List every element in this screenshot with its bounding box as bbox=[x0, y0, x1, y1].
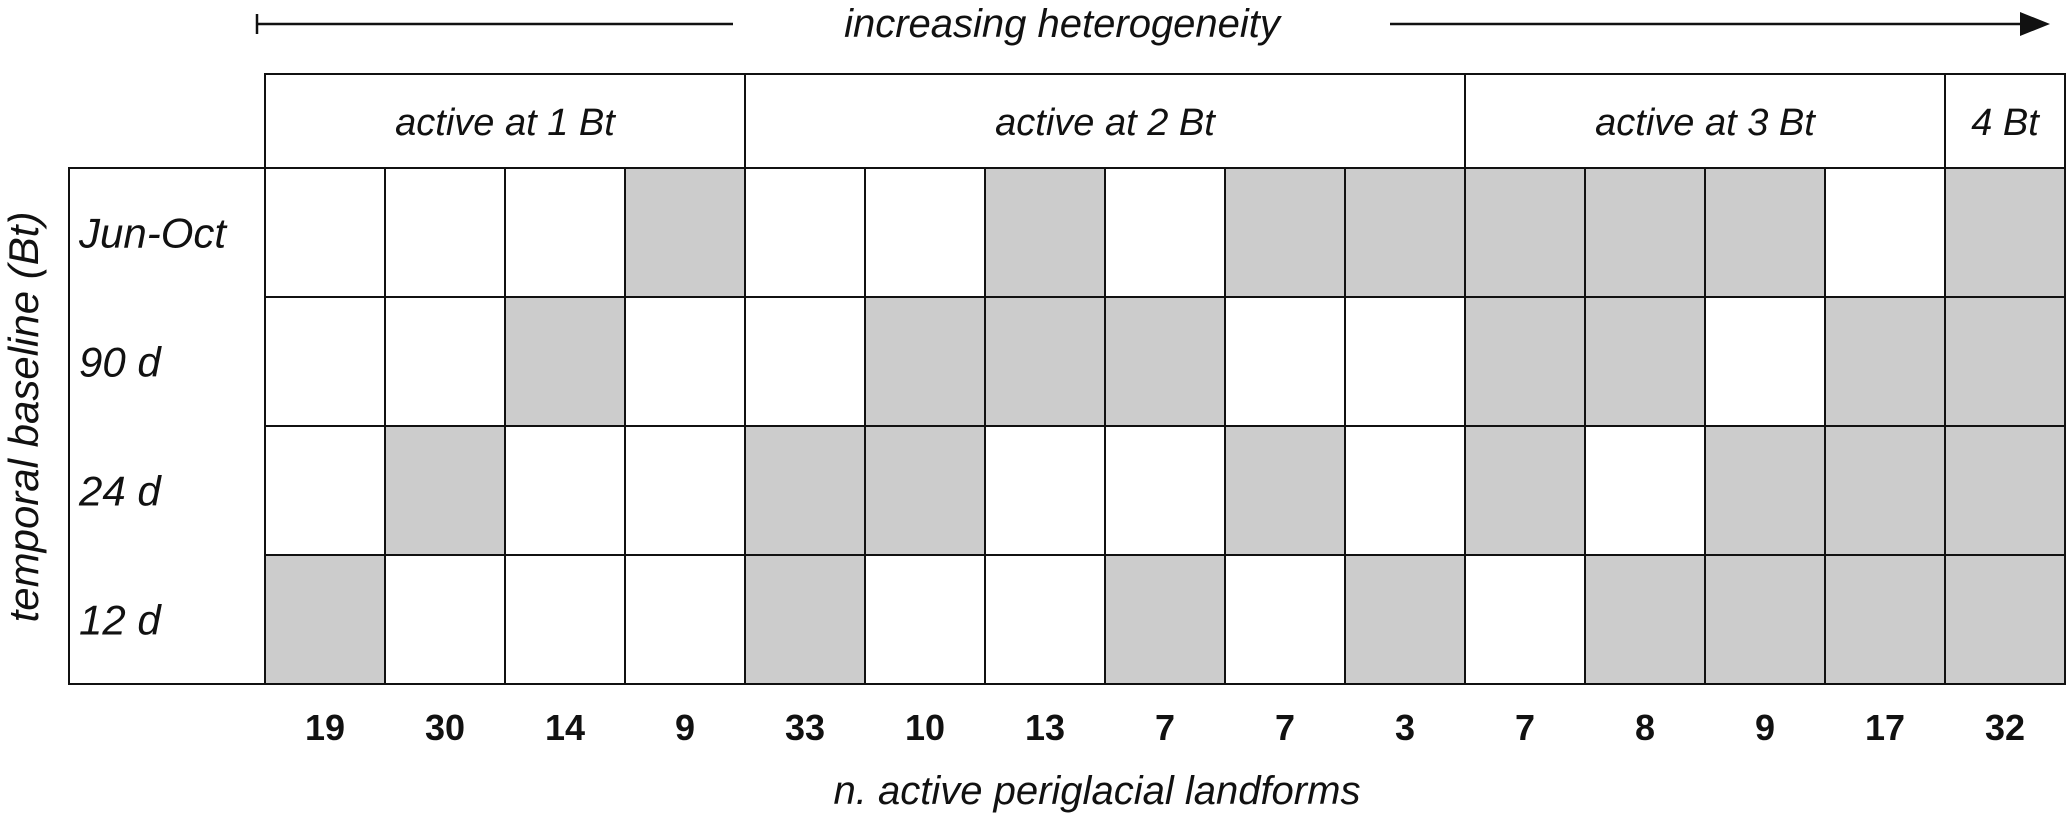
count-labels: 19 30 14 9 33 10 13 7 7 3 7 8 9 17 32 bbox=[305, 707, 2025, 748]
inactive-cell bbox=[1104, 167, 1226, 298]
inactive-cell bbox=[1584, 425, 1706, 556]
inactive-cell bbox=[264, 296, 386, 427]
inactive-cell bbox=[504, 167, 626, 298]
inactive-cell bbox=[1224, 554, 1346, 685]
count-label: 32 bbox=[1985, 707, 2025, 748]
inactive-cell bbox=[384, 554, 506, 685]
group-header-box bbox=[1464, 73, 1946, 169]
inactive-cell bbox=[864, 554, 986, 685]
inactive-cell bbox=[264, 167, 386, 298]
active-cell bbox=[384, 425, 506, 556]
active-cell bbox=[744, 425, 866, 556]
inactive-cell bbox=[744, 296, 866, 427]
inactive-cell bbox=[1344, 425, 1466, 556]
active-cell bbox=[1344, 554, 1466, 685]
active-cell bbox=[1944, 425, 2066, 556]
active-cell bbox=[1584, 296, 1706, 427]
active-cell bbox=[984, 167, 1106, 298]
active-cell bbox=[1224, 425, 1346, 556]
active-cell bbox=[1464, 425, 1586, 556]
row-label: 24 d bbox=[78, 468, 162, 515]
count-label: 17 bbox=[1865, 707, 1905, 748]
active-cell bbox=[1704, 554, 1826, 685]
count-label: 19 bbox=[305, 707, 345, 748]
active-cell bbox=[1704, 167, 1826, 298]
arrow-label: increasing heterogeneity bbox=[844, 2, 1283, 46]
row-label: 90 d bbox=[79, 339, 162, 386]
count-label: 10 bbox=[905, 707, 945, 748]
count-label: 30 bbox=[425, 707, 465, 748]
x-axis-label: n. active periglacial landforms bbox=[834, 769, 1361, 813]
active-cell bbox=[504, 296, 626, 427]
inactive-cell bbox=[744, 167, 866, 298]
inactive-cell bbox=[984, 554, 1106, 685]
inactive-cell bbox=[384, 296, 506, 427]
group-header-label: active at 2 Bt bbox=[995, 102, 1216, 144]
inactive-cell bbox=[1704, 296, 1826, 427]
active-cell bbox=[744, 554, 866, 685]
active-cell bbox=[1944, 554, 2066, 685]
count-label: 9 bbox=[675, 707, 695, 748]
arrow-head bbox=[2020, 12, 2050, 36]
row-label: 12 d bbox=[79, 597, 162, 644]
group-header-box bbox=[744, 73, 1466, 169]
count-label: 14 bbox=[545, 707, 585, 748]
count-label: 8 bbox=[1635, 707, 1655, 748]
inactive-cell bbox=[384, 167, 506, 298]
group-header-box bbox=[264, 73, 746, 169]
heterogeneity-arrow: increasing heterogeneity bbox=[255, 2, 2050, 46]
inactive-cell bbox=[624, 296, 746, 427]
active-cell bbox=[1584, 167, 1706, 298]
active-cell bbox=[1824, 554, 1946, 685]
inactive-cell bbox=[1104, 425, 1226, 556]
active-cell bbox=[1464, 167, 1586, 298]
inactive-cell bbox=[624, 425, 746, 556]
count-label: 33 bbox=[785, 707, 825, 748]
active-cell bbox=[1824, 296, 1946, 427]
inactive-cell bbox=[504, 554, 626, 685]
group-header-label: active at 3 Bt bbox=[1595, 102, 1816, 144]
row-label-box bbox=[68, 167, 266, 685]
active-cell bbox=[264, 554, 386, 685]
count-label: 13 bbox=[1025, 707, 1065, 748]
row-label: Jun-Oct bbox=[78, 210, 228, 257]
count-label: 9 bbox=[1755, 707, 1775, 748]
active-cell bbox=[1824, 425, 1946, 556]
inactive-cell bbox=[864, 167, 986, 298]
group-header-label: 4 Bt bbox=[1971, 102, 2040, 144]
inactive-cell bbox=[984, 425, 1106, 556]
active-cell bbox=[1704, 425, 1826, 556]
inactive-cell bbox=[1224, 296, 1346, 427]
active-cell bbox=[864, 296, 986, 427]
count-label: 7 bbox=[1515, 707, 1535, 748]
inactive-cell bbox=[1464, 554, 1586, 685]
inactive-cell bbox=[264, 425, 386, 556]
active-cell bbox=[1104, 554, 1226, 685]
active-cell bbox=[1464, 296, 1586, 427]
count-label: 3 bbox=[1395, 707, 1415, 748]
count-label: 7 bbox=[1275, 707, 1295, 748]
y-axis-label: temporal baseline (Bt) bbox=[0, 212, 47, 623]
active-cell bbox=[864, 425, 986, 556]
active-cell bbox=[1944, 167, 2066, 298]
active-cell bbox=[984, 296, 1106, 427]
active-cell bbox=[1584, 554, 1706, 685]
active-cell bbox=[1944, 296, 2066, 427]
count-label: 7 bbox=[1155, 707, 1175, 748]
active-cell bbox=[1104, 296, 1226, 427]
activity-grid bbox=[264, 167, 2066, 685]
group-header-row: active at 1 Bt active at 2 Bt active at 3 … bbox=[264, 73, 2066, 169]
inactive-cell bbox=[504, 425, 626, 556]
active-cell bbox=[1344, 167, 1466, 298]
active-cell bbox=[624, 167, 746, 298]
inactive-cell bbox=[1344, 296, 1466, 427]
inactive-cell bbox=[624, 554, 746, 685]
group-header-label: active at 1 Bt bbox=[395, 102, 616, 144]
active-cell bbox=[1224, 167, 1346, 298]
row-label-column: Jun-Oct 90 d 24 d 12 d bbox=[68, 167, 266, 685]
inactive-cell bbox=[1824, 167, 1946, 298]
